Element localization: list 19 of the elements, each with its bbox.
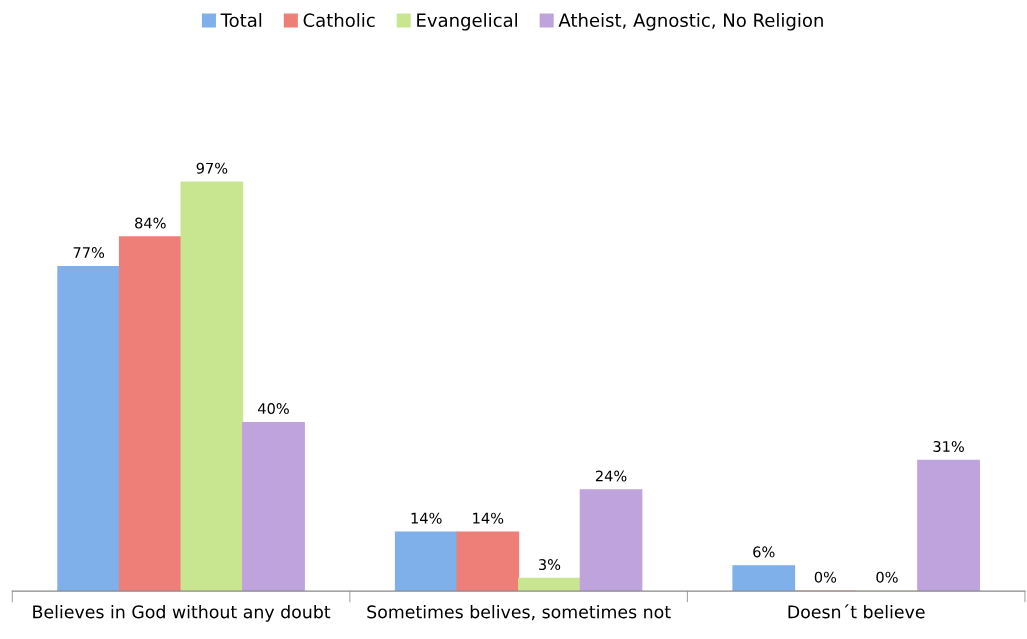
data-label: 14% — [473, 512, 504, 524]
x-tick-label: Believes in God without any doubt — [33, 604, 331, 622]
data-label: 0% — [814, 571, 837, 583]
data-label: 14% — [411, 512, 442, 524]
data-label: 0% — [876, 571, 898, 583]
x-tick-label: Sometimes belives, sometimes not — [367, 604, 671, 621]
legend-label: Total — [220, 13, 262, 28]
legend-label: Atheist, Agnostic, No Religion — [558, 13, 823, 31]
data-label: 84% — [135, 217, 166, 229]
data-label: 24% — [595, 470, 627, 482]
data-label: 40% — [258, 403, 289, 415]
x-tick-label: Doesn´t believe — [788, 604, 925, 619]
data-label: 77% — [73, 247, 105, 259]
data-label: 6% — [753, 546, 775, 558]
data-label: 3% — [538, 559, 561, 571]
data-label: 31% — [933, 440, 964, 452]
legend-label: Catholic — [303, 13, 375, 28]
legend-label: Evangelical — [417, 13, 517, 31]
data-label: 97% — [196, 162, 228, 174]
